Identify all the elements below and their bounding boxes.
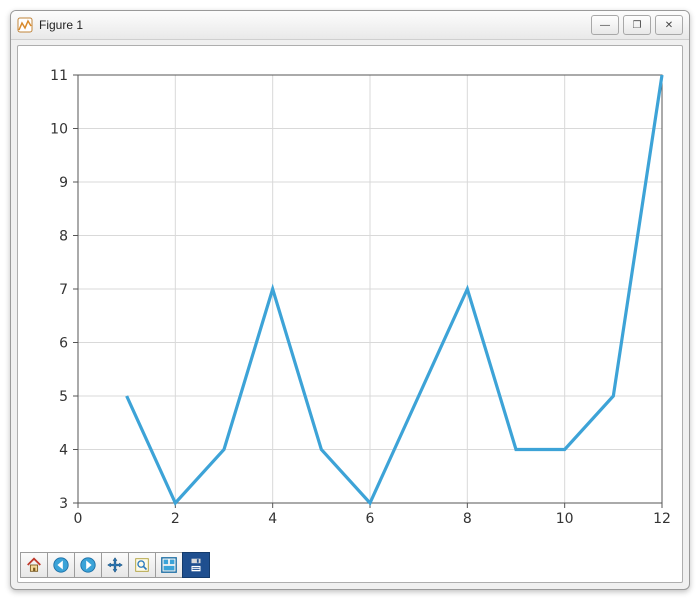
svg-text:10: 10	[556, 511, 574, 527]
back-icon	[52, 556, 70, 574]
client-area: 0 2 4 6 8 10 12 3 4 5 6 7 8 9 10 11	[17, 45, 683, 583]
forward-icon	[79, 556, 97, 574]
svg-text:8: 8	[59, 229, 68, 245]
close-glyph: ✕	[665, 20, 673, 31]
svg-text:7: 7	[59, 282, 68, 298]
figure-window: Figure 1 — ❐ ✕ 0 2 4 6 8 10 12 3 4 5 6 7 8 9 10 11	[10, 10, 690, 590]
subplots-icon	[160, 556, 178, 574]
svg-text:4: 4	[59, 443, 68, 459]
maximize-button[interactable]: ❐	[623, 15, 651, 35]
save-button[interactable]	[182, 552, 210, 578]
matplotlib-toolbar	[20, 552, 210, 580]
svg-text:2: 2	[171, 511, 180, 527]
save-icon	[187, 556, 205, 574]
svg-text:8: 8	[463, 511, 472, 527]
plot-canvas: 0 2 4 6 8 10 12 3 4 5 6 7 8 9 10 11	[18, 46, 682, 550]
zoom-rect-icon	[133, 556, 151, 574]
svg-text:6: 6	[366, 511, 375, 527]
svg-text:11: 11	[50, 68, 68, 84]
home-button[interactable]	[20, 552, 48, 578]
minimize-button[interactable]: —	[591, 15, 619, 35]
svg-text:12: 12	[653, 511, 671, 527]
title-bar: Figure 1 — ❐ ✕	[11, 11, 689, 40]
line-chart: 0 2 4 6 8 10 12 3 4 5 6 7 8 9 10 11	[18, 46, 682, 550]
app-icon	[17, 17, 33, 33]
svg-text:10: 10	[50, 122, 68, 138]
svg-text:4: 4	[268, 511, 277, 527]
zoom-button[interactable]	[128, 552, 156, 578]
home-icon	[25, 556, 43, 574]
back-button[interactable]	[47, 552, 75, 578]
forward-button[interactable]	[74, 552, 102, 578]
pan-button[interactable]	[101, 552, 129, 578]
svg-text:0: 0	[74, 511, 83, 527]
configure-button[interactable]	[155, 552, 183, 578]
svg-text:5: 5	[59, 389, 68, 405]
maximize-glyph: ❐	[633, 20, 642, 31]
close-button[interactable]: ✕	[655, 15, 683, 35]
svg-text:3: 3	[59, 496, 68, 512]
svg-text:6: 6	[59, 336, 68, 352]
svg-text:9: 9	[59, 175, 68, 191]
window-title: Figure 1	[39, 18, 83, 32]
minimize-glyph: —	[600, 20, 610, 31]
move-icon	[106, 556, 124, 574]
